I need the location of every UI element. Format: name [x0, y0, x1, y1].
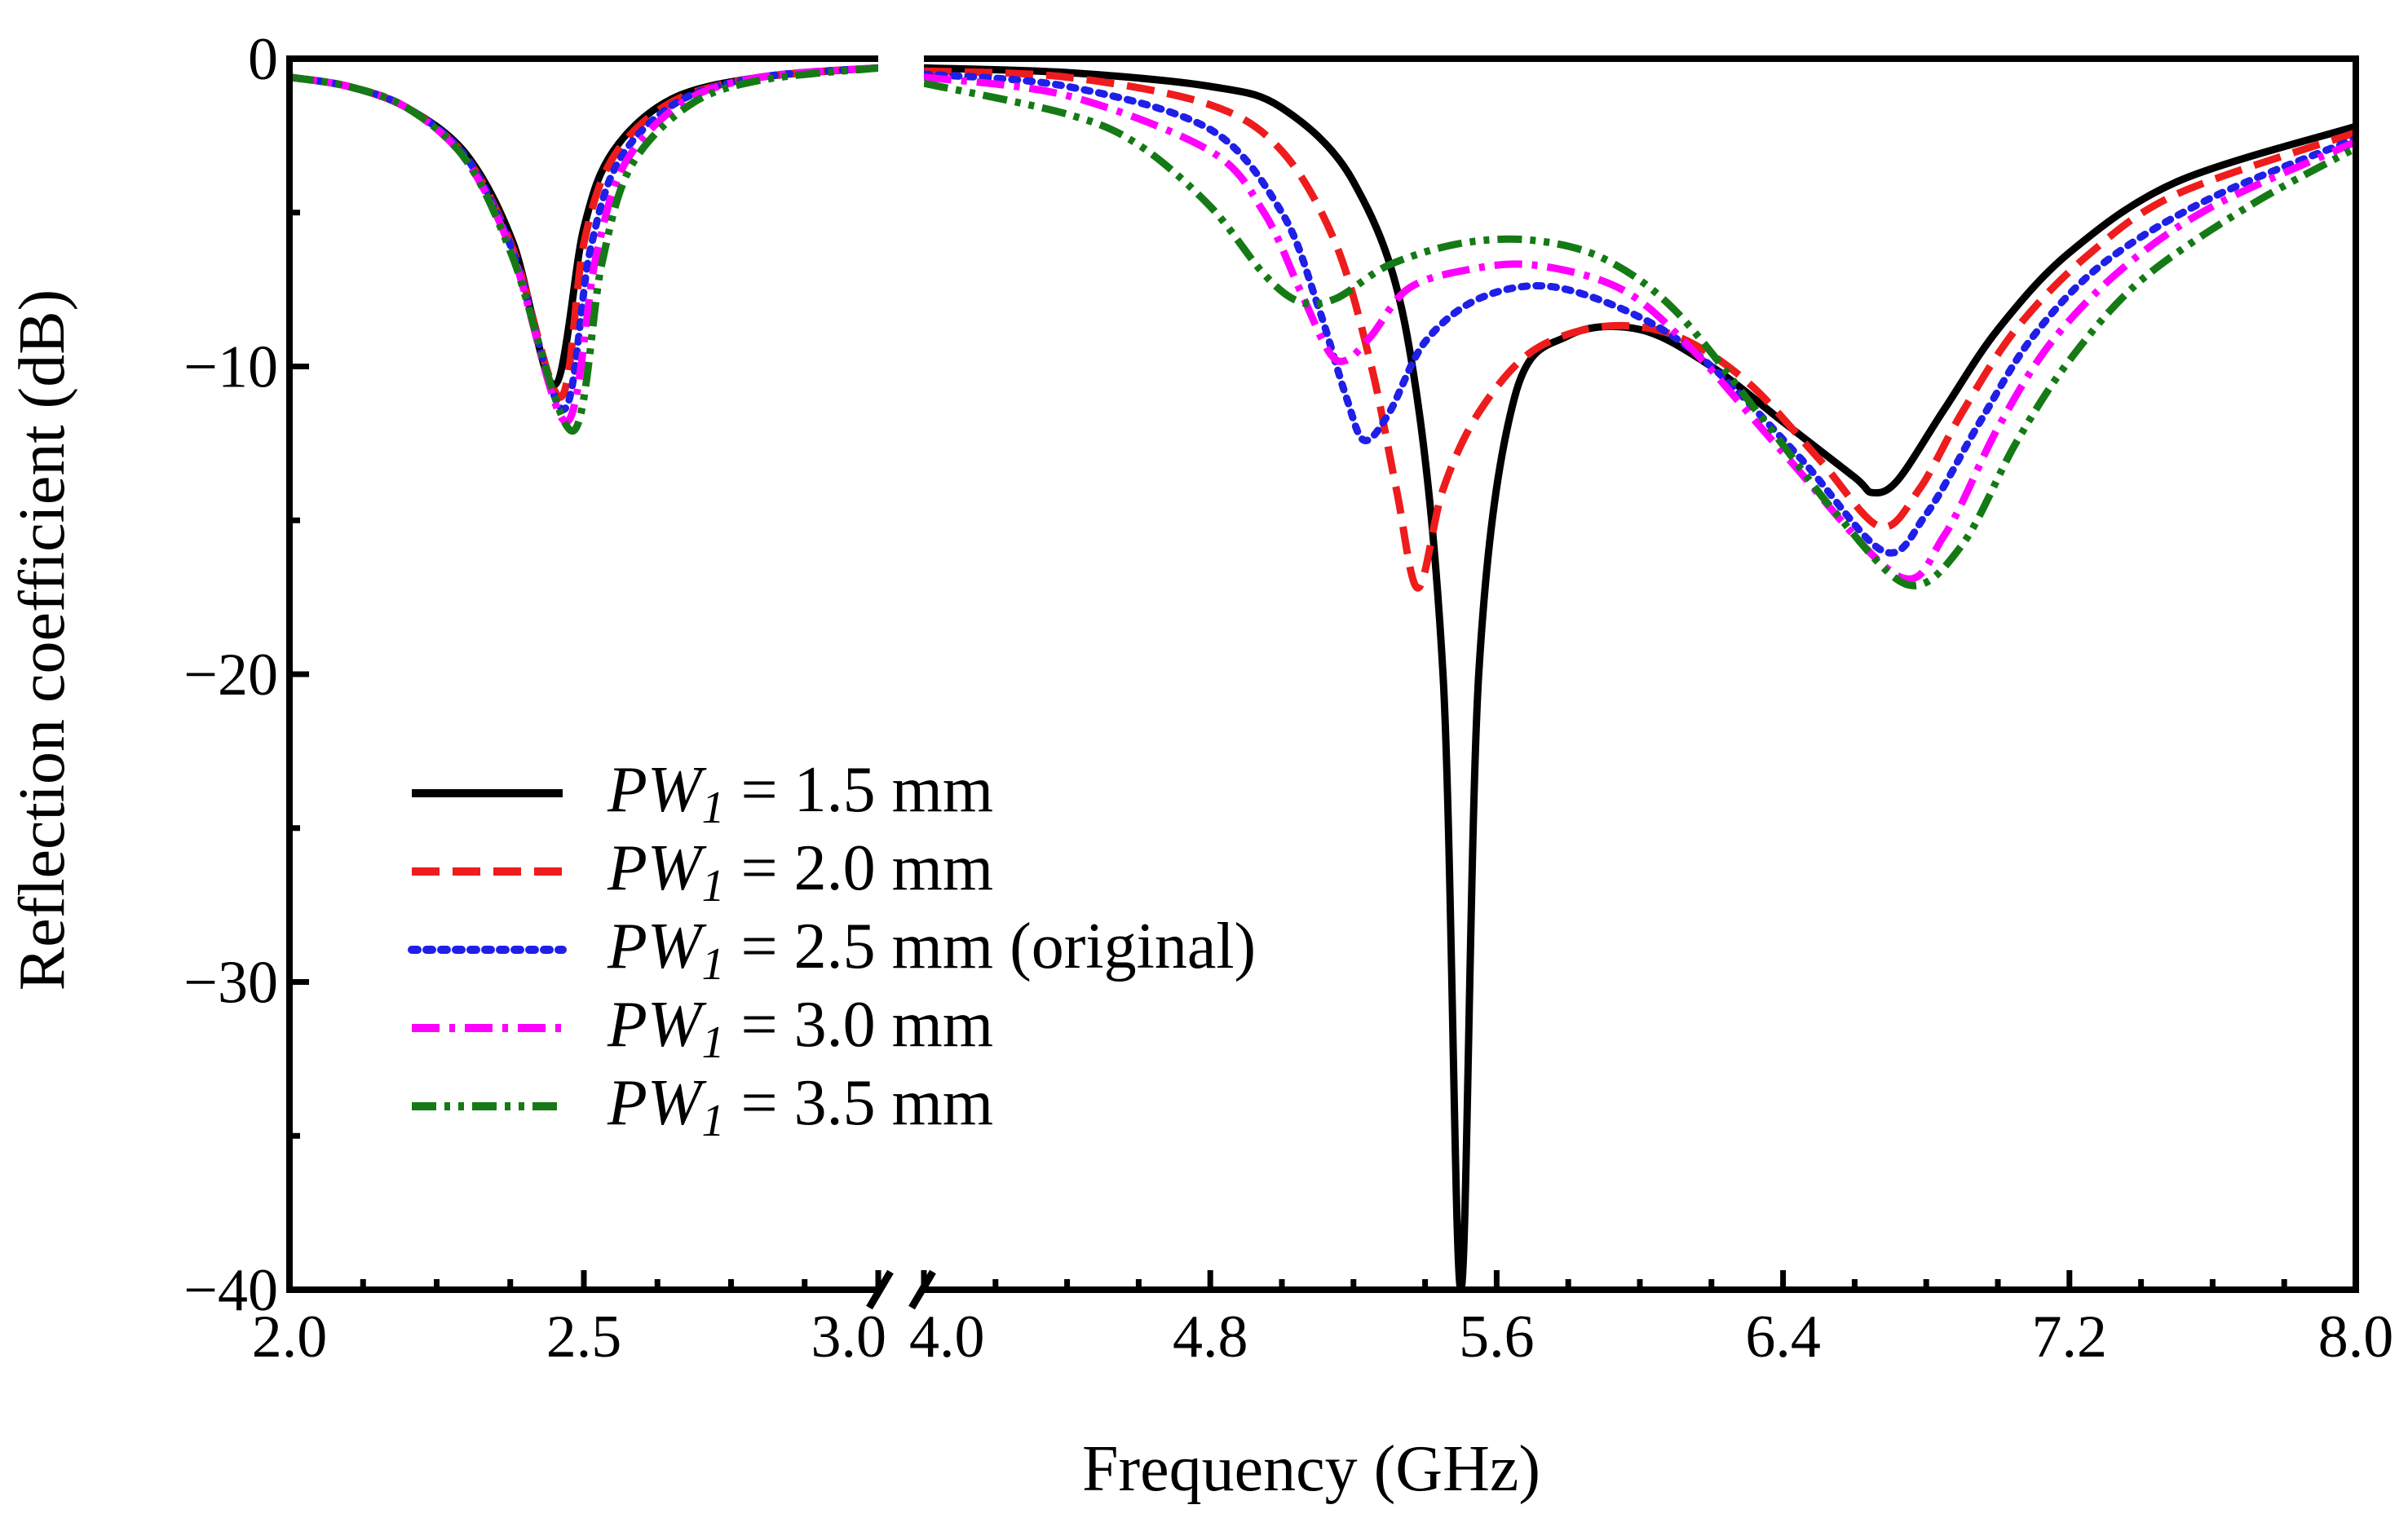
legend-entry: PW1 = 1.5 mm [412, 754, 993, 833]
series-line-high-3 [924, 70, 2356, 557]
series-line-low-5 [289, 64, 878, 435]
x-tick-label: 2.5 [546, 1304, 622, 1370]
legend-entry: PW1 = 2.0 mm [412, 832, 993, 911]
legend-value: = 2.0 mm [725, 832, 994, 904]
legend-subscript: 1 [702, 1017, 725, 1068]
x-tick-label: 4.0 [909, 1304, 985, 1370]
x-tick-label: 2.0 [252, 1304, 328, 1370]
legend-entry: PW1 = 2.5 mm (original) [408, 911, 1256, 990]
x-tick-label: 8.0 [2318, 1304, 2394, 1370]
legend-label: PW1 = 3.0 mm [607, 989, 993, 1068]
legend-subscript: 1 [702, 861, 725, 911]
y-tick-label: 0 [248, 26, 278, 93]
legend-value: = 1.5 mm [725, 754, 994, 826]
legend-value: = 3.5 mm [725, 1067, 994, 1139]
legend-var: PW [607, 989, 707, 1061]
legend-label: PW1 = 2.0 mm [607, 832, 993, 911]
x-tick-label: 7.2 [2032, 1304, 2108, 1370]
legend-label: PW1 = 3.5 mm [607, 1067, 993, 1146]
series-5 [289, 64, 2356, 589]
legend-entry: PW1 = 3.0 mm [412, 989, 993, 1068]
legend-entry: PW1 = 3.5 mm [412, 1067, 993, 1146]
legend-subscript: 1 [702, 783, 725, 833]
x-tick-label: 5.6 [1459, 1304, 1535, 1370]
frame-layer [286, 52, 2359, 1310]
ticks-layer: 0 −10 −20 −30 −402.0 2.5 3.0 4.0 4.8 5.6 6.4 7.2 8.0 [183, 26, 2393, 1370]
series-layer [289, 64, 2356, 1290]
x-tick-label: 4.8 [1173, 1304, 1248, 1370]
legend-value: = 2.5 mm (original) [725, 911, 1257, 982]
series-line-high-4 [924, 73, 2356, 583]
series-line-low-2 [289, 64, 878, 401]
x-axis-title: Frequency (GHz) [1082, 1433, 1540, 1505]
legend-var: PW [607, 1067, 707, 1139]
series-line-high-1 [924, 64, 2356, 1290]
axis-break-gap-top [878, 52, 924, 68]
legend-label: PW1 = 1.5 mm [607, 754, 993, 833]
legend-subscript: 1 [702, 939, 725, 990]
legend-var: PW [607, 754, 707, 826]
y-tick-label: −30 [183, 950, 278, 1017]
x-tick-label: 3.0 [811, 1304, 887, 1370]
y-tick-label: −40 [183, 1257, 278, 1324]
series-line-high-2 [924, 67, 2356, 592]
legend-var: PW [607, 911, 707, 982]
y-tick-label: −20 [183, 642, 278, 708]
legend-var: PW [607, 832, 707, 904]
legend-subscript: 1 [702, 1096, 725, 1146]
y-axis-title: Reflection coefficient (dB) [7, 289, 78, 991]
x-tick-label: 6.4 [1745, 1304, 1821, 1370]
legend-value: = 3.0 mm [725, 989, 994, 1061]
series-line-high-5 [924, 79, 2356, 589]
y-tick-label: −10 [183, 334, 278, 401]
legend-label: PW1 = 2.5 mm (original) [607, 911, 1256, 990]
